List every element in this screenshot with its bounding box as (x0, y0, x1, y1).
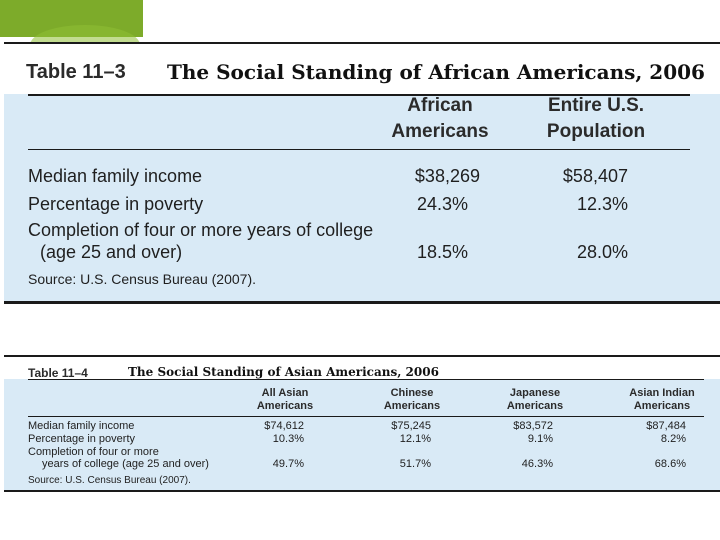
column-header-asian-indian: Asian Indian Americans (607, 387, 717, 413)
cell-income-chinese: $75,245 (391, 420, 431, 432)
cell-college-asian-indian: 68.6% (654, 458, 686, 470)
cell-income-african: $38,269 (414, 166, 480, 186)
column-header-line: Americans (633, 400, 691, 412)
column-header-line: Americans (506, 400, 564, 412)
cell-college-chinese: 51.7% (399, 458, 431, 470)
column-header-line: Japanese (509, 387, 561, 399)
cell-poverty-us: 12.3% (576, 194, 628, 214)
table-body (4, 379, 720, 492)
cell-college-african: 18.5% (416, 242, 468, 262)
row-label-income: Median family income (28, 420, 135, 432)
row-label-income: Median family income (28, 166, 203, 186)
cell-poverty-asian-indian: 8.2% (660, 433, 686, 445)
table-asian-americans: Table 11–4 The Social Standing of Asian … (4, 355, 720, 492)
table-number: Table 11–3 (26, 61, 126, 83)
column-rule (28, 416, 704, 417)
table-african-americans: Table 11–3 The Social Standing of Africa… (4, 42, 720, 304)
table-body (4, 94, 720, 304)
header-rule (28, 94, 690, 96)
cell-college-japanese: 46.3% (521, 458, 553, 470)
cell-poverty-all-asian: 10.3% (272, 433, 304, 445)
row-label-college: Completion of four or more years of coll… (28, 220, 374, 240)
cell-poverty-japanese: 9.1% (527, 433, 553, 445)
table-number: Table 11–4 (28, 366, 88, 380)
cell-income-us: $58,407 (562, 166, 628, 186)
table-title: The Social Standing of Asian Americans, … (128, 365, 439, 379)
row-label-college: Completion of four or more (28, 446, 159, 458)
table-header: Table 11–3 The Social Standing of Africa… (4, 42, 720, 94)
column-rule (28, 149, 690, 150)
cell-income-all-asian: $74,612 (264, 420, 304, 432)
column-header-japanese: Japanese Americans (480, 387, 590, 413)
column-header-all-asian: All Asian Americans (230, 387, 340, 413)
column-header-line: Americans (391, 121, 489, 142)
table-title: The Social Standing of African Americans… (167, 60, 705, 84)
row-label-college-cont: (age 25 and over) (40, 242, 183, 262)
row-label-college-cont: years of college (age 25 and over) (42, 458, 209, 470)
cell-income-japanese: $83,572 (513, 420, 553, 432)
table-header: Table 11–4 The Social Standing of Asian … (4, 355, 720, 380)
column-header-line: African (407, 95, 473, 116)
table-source: Source: U.S. Census Bureau (2007). (28, 475, 191, 486)
column-header-african-americans: African Americans (378, 93, 502, 145)
cell-income-asian-indian: $87,484 (646, 420, 686, 432)
table-source: Source: U.S. Census Bureau (2007). (28, 271, 257, 287)
column-header-line: Entire U.S. (547, 95, 645, 116)
column-header-entire-us: Entire U.S. Population (534, 93, 658, 145)
column-header-line: Chinese (390, 387, 434, 399)
row-label-poverty: Percentage in poverty (28, 194, 204, 214)
column-header-line: Americans (256, 400, 314, 412)
column-header-line: All Asian (261, 387, 309, 399)
column-header-line: Asian Indian (629, 387, 695, 399)
cell-poverty-chinese: 12.1% (399, 433, 431, 445)
column-header-chinese: Chinese Americans (357, 387, 467, 413)
column-header-line: Population (546, 121, 646, 142)
cell-college-us: 28.0% (576, 242, 628, 262)
column-header-line: Americans (383, 400, 441, 412)
cell-college-all-asian: 49.7% (272, 458, 304, 470)
row-label-poverty: Percentage in poverty (28, 433, 136, 445)
cell-poverty-african: 24.3% (416, 194, 468, 214)
header-rule (28, 379, 704, 380)
